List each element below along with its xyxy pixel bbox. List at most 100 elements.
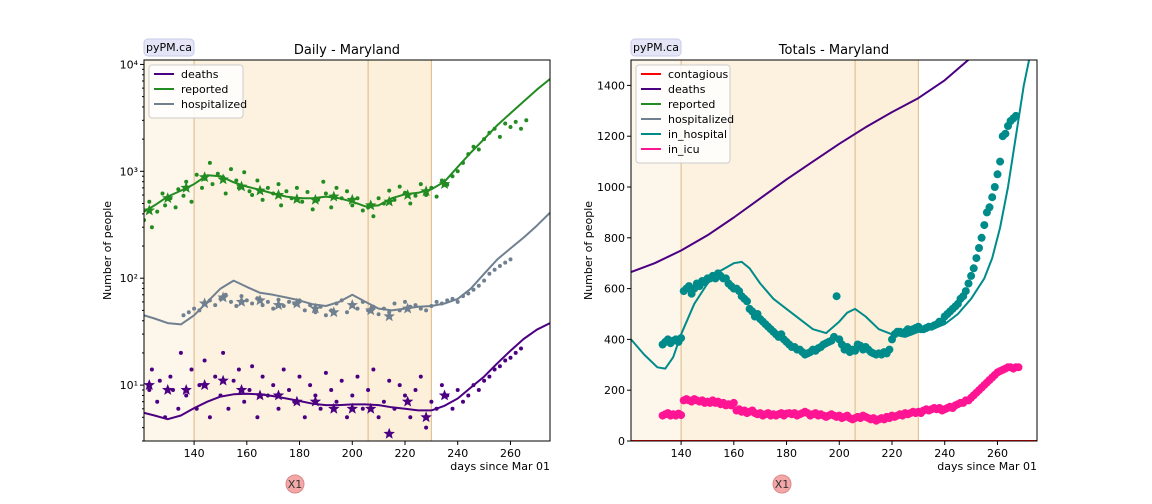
data-point (189, 367, 194, 372)
data-point (969, 264, 978, 273)
data-point (397, 308, 402, 313)
data-point (260, 303, 265, 308)
data-point (418, 306, 423, 311)
data-point (345, 189, 349, 194)
star-marker (162, 384, 174, 395)
data-point (429, 399, 434, 404)
data-point (503, 260, 508, 265)
series-group (144, 78, 550, 439)
data-point (360, 406, 365, 411)
x-tick-label: 220 (882, 447, 903, 460)
y-axis-label: Number of people (101, 201, 114, 300)
data-point (371, 304, 376, 309)
data-point (424, 425, 429, 430)
x1-button[interactable]: X1 (285, 474, 305, 494)
data-point (329, 388, 334, 392)
data-point (455, 299, 460, 304)
data-point (371, 367, 376, 372)
data-point (381, 306, 386, 311)
data-point (323, 313, 328, 318)
data-point (242, 399, 247, 404)
data-point (260, 374, 265, 379)
legend-entry-label: contagious (668, 68, 729, 81)
data-point (250, 364, 255, 369)
legend-entry-label: hospitalized (668, 113, 734, 126)
star-marker (235, 384, 248, 395)
data-point (497, 264, 502, 268)
data-point (466, 393, 471, 398)
data-point (221, 350, 226, 355)
star-marker (217, 291, 229, 303)
series-deaths-weekly-markers (144, 374, 451, 439)
x1-button-circle[interactable] (772, 474, 792, 494)
data-point (200, 185, 204, 190)
x-tick-label: 180 (289, 447, 310, 460)
data-point (160, 191, 165, 196)
star-marker (198, 171, 211, 183)
data-point (302, 415, 307, 420)
data-point (492, 367, 497, 372)
data-point (229, 299, 233, 304)
star-marker (272, 189, 285, 200)
star-marker (346, 299, 358, 310)
data-point (178, 350, 183, 355)
data-point (392, 406, 397, 411)
y-tick-label: 1400 (597, 79, 625, 92)
series-in-hospital-line (631, 60, 1031, 370)
data-point (413, 388, 418, 392)
data-point (163, 203, 168, 208)
data-point (482, 378, 487, 383)
data-point (392, 301, 397, 306)
data-point (381, 399, 386, 404)
chart-title: Totals - Maryland (778, 43, 889, 58)
data-point (308, 303, 313, 308)
chart-totals: 140 160 180 200 220 240 260 0 200 400 600 800 1000 12… (582, 0, 1038, 473)
series-group (631, 0, 1037, 441)
x1-button-label: X1 (775, 478, 790, 491)
data-point (492, 267, 497, 272)
star-marker (180, 181, 192, 193)
star-marker (162, 192, 174, 204)
data-point (455, 388, 460, 392)
data-point (476, 388, 481, 392)
data-point (439, 178, 444, 183)
star-marker (235, 295, 248, 307)
star-marker (346, 402, 358, 414)
data-point (207, 298, 212, 303)
data-point (1015, 0, 1023, 4)
data-point (503, 121, 508, 126)
data-point (487, 374, 492, 379)
data-point (397, 184, 402, 189)
data-point (255, 178, 260, 183)
star-marker (272, 299, 285, 310)
star-marker (346, 193, 358, 205)
data-point (234, 304, 239, 308)
x1-button[interactable]: X1 (772, 474, 792, 494)
data-point (223, 191, 228, 196)
star-marker (365, 304, 377, 316)
data-point (497, 364, 502, 369)
data-point (492, 126, 497, 131)
data-point (210, 182, 215, 187)
data-point (271, 383, 276, 388)
data-point (418, 374, 423, 379)
data-point (1001, 129, 1010, 138)
data-point (524, 118, 529, 123)
data-point (236, 367, 241, 372)
data-point (318, 406, 323, 411)
y-tick-label: 600 (604, 283, 625, 296)
data-point (366, 388, 371, 392)
data-point (743, 297, 751, 306)
data-point (155, 209, 160, 214)
x1-button-circle[interactable] (285, 474, 305, 494)
star-marker (180, 384, 192, 395)
data-point (482, 278, 487, 283)
data-point (729, 398, 738, 407)
x-axis-label: days since Mar 01 (450, 460, 550, 473)
data-point (677, 334, 686, 343)
data-point (851, 346, 860, 355)
legend: contagious deaths reported hospitalized in_h… (635, 64, 734, 164)
data-point (1014, 363, 1023, 372)
data-point (988, 193, 997, 202)
